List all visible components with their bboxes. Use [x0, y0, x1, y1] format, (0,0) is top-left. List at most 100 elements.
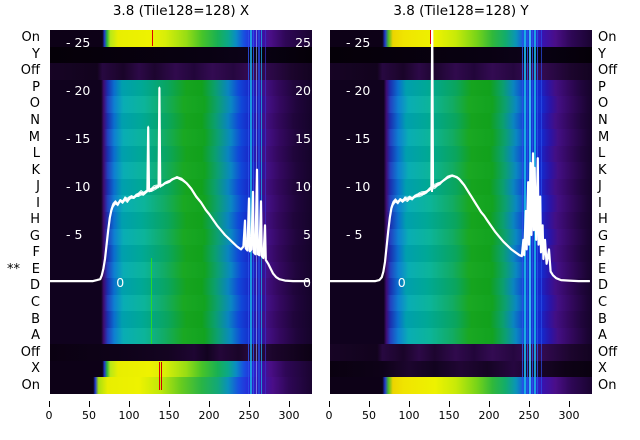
row-label: On [21, 30, 40, 46]
marker-stripe [249, 30, 252, 394]
row-label: On [21, 377, 40, 393]
zero-baseline-label: 0 [397, 275, 406, 290]
row-label: O [29, 96, 40, 112]
x-tick-label: 300 [278, 409, 300, 422]
row-label: J [36, 179, 40, 195]
row-label: D [598, 278, 609, 294]
x-axis-tick [289, 401, 290, 407]
bandpass-line-shadow [330, 30, 590, 282]
x-axis-tick [89, 401, 90, 407]
x-tick-label: 0 [45, 409, 53, 422]
x-tick-label: 200 [198, 409, 220, 422]
x-tick-label: 50 [82, 409, 96, 422]
row-label: Off [598, 344, 618, 360]
x-tick-label: 300 [558, 409, 580, 422]
row-label: P [598, 79, 606, 95]
row-label: J [598, 179, 602, 195]
x-axis-tick [489, 401, 490, 407]
row-label: X [31, 361, 40, 377]
heatmap-row [330, 261, 592, 279]
heatmap-row [330, 327, 592, 346]
heatmap-row [330, 129, 592, 147]
heatmap-row [330, 162, 592, 180]
heatmap-row [50, 79, 312, 97]
heatmap-row [330, 344, 592, 362]
x-axis-tick [169, 401, 170, 407]
heatmap-row [50, 145, 312, 164]
row-label: K [31, 162, 40, 178]
marker-stripe [430, 30, 432, 44]
x-tick-label: 200 [478, 409, 500, 422]
y-tick-label-right-edge: 20 [295, 83, 311, 98]
x-tick-label: 50 [362, 409, 376, 422]
x-axis-tick [369, 401, 370, 407]
heatmap-row [330, 46, 592, 64]
x-axis-tick [409, 401, 410, 407]
marker-stripe [160, 362, 162, 390]
row-annotation-asterisks: ** [7, 261, 20, 277]
row-label: G [598, 228, 609, 244]
heatmap-row [50, 63, 312, 81]
x-axis-tick [569, 401, 570, 407]
row-label: G [29, 228, 40, 244]
heatmap-row [330, 294, 592, 312]
heatmap-row [330, 112, 592, 130]
y-tick-label-left: - 20 [346, 83, 371, 98]
heatmap-row [50, 178, 312, 197]
bandpass-line-shadow [330, 30, 590, 282]
y-tick-label-left: - 5 [346, 227, 363, 242]
heatmap-row [330, 79, 592, 97]
x-tick-label: 250 [518, 409, 540, 422]
x-axis-tick [129, 401, 130, 407]
x-tick-label: 250 [238, 409, 260, 422]
y-tick-label-left: - 25 [346, 35, 371, 50]
y-tick-label-left: - 10 [66, 179, 91, 194]
marker-stripe [257, 30, 260, 394]
row-label: Y [598, 46, 606, 62]
heatmap-row [330, 30, 592, 48]
y-tick-label-right-edge: 15 [295, 131, 311, 146]
bandpass-curve [50, 86, 310, 283]
heatmap-row [50, 344, 312, 362]
heatmap-row [330, 63, 592, 81]
heatmap-row [50, 112, 312, 130]
row-label: C [30, 295, 40, 310]
heatmap-row [330, 178, 592, 197]
y-tick-label-right-edge: 0 [303, 275, 311, 290]
row-label: N [598, 113, 608, 128]
heatmap-row [50, 195, 312, 213]
row-label: D [29, 278, 40, 294]
heatmap-row [50, 129, 312, 147]
heatmap-row [330, 278, 592, 296]
y-tick-label-left: - 5 [66, 227, 83, 242]
y-tick-label-left: - 20 [66, 83, 91, 98]
x-axis-tick [529, 401, 530, 407]
heatmap-panel-x: - 25 25 - 20 20 - 15 15 - 10 10 - 5 5 0 0 [50, 30, 312, 394]
row-label: M [28, 129, 40, 145]
x-tick-label: 150 [158, 409, 180, 422]
row-label: N [30, 113, 40, 128]
y-tick-label-left: - 10 [346, 179, 371, 194]
y-tick-label-left: - 15 [346, 131, 371, 146]
row-label: F [598, 245, 606, 261]
zero-baseline-label: 0 [116, 275, 125, 290]
x-axis-tick [249, 401, 250, 407]
marker-stripe [265, 30, 267, 394]
heatmap-row [50, 377, 312, 394]
y-tick-label-right-edge: 5 [303, 227, 311, 242]
row-label: F [32, 245, 40, 261]
row-label: X [598, 361, 607, 377]
marker-stripe [150, 258, 152, 344]
marker-stripe [151, 30, 153, 46]
row-label: Y [32, 46, 40, 62]
row-label: P [32, 79, 40, 95]
heatmap-row [330, 377, 592, 394]
x-axis-tick [209, 401, 210, 407]
x-axis-tick [449, 401, 450, 407]
heatmap-row [50, 327, 312, 346]
heatmap-row [50, 96, 312, 114]
heatmap-row [330, 96, 592, 114]
heatmap-row [330, 311, 592, 329]
bandpass-line-shadow [330, 30, 590, 282]
